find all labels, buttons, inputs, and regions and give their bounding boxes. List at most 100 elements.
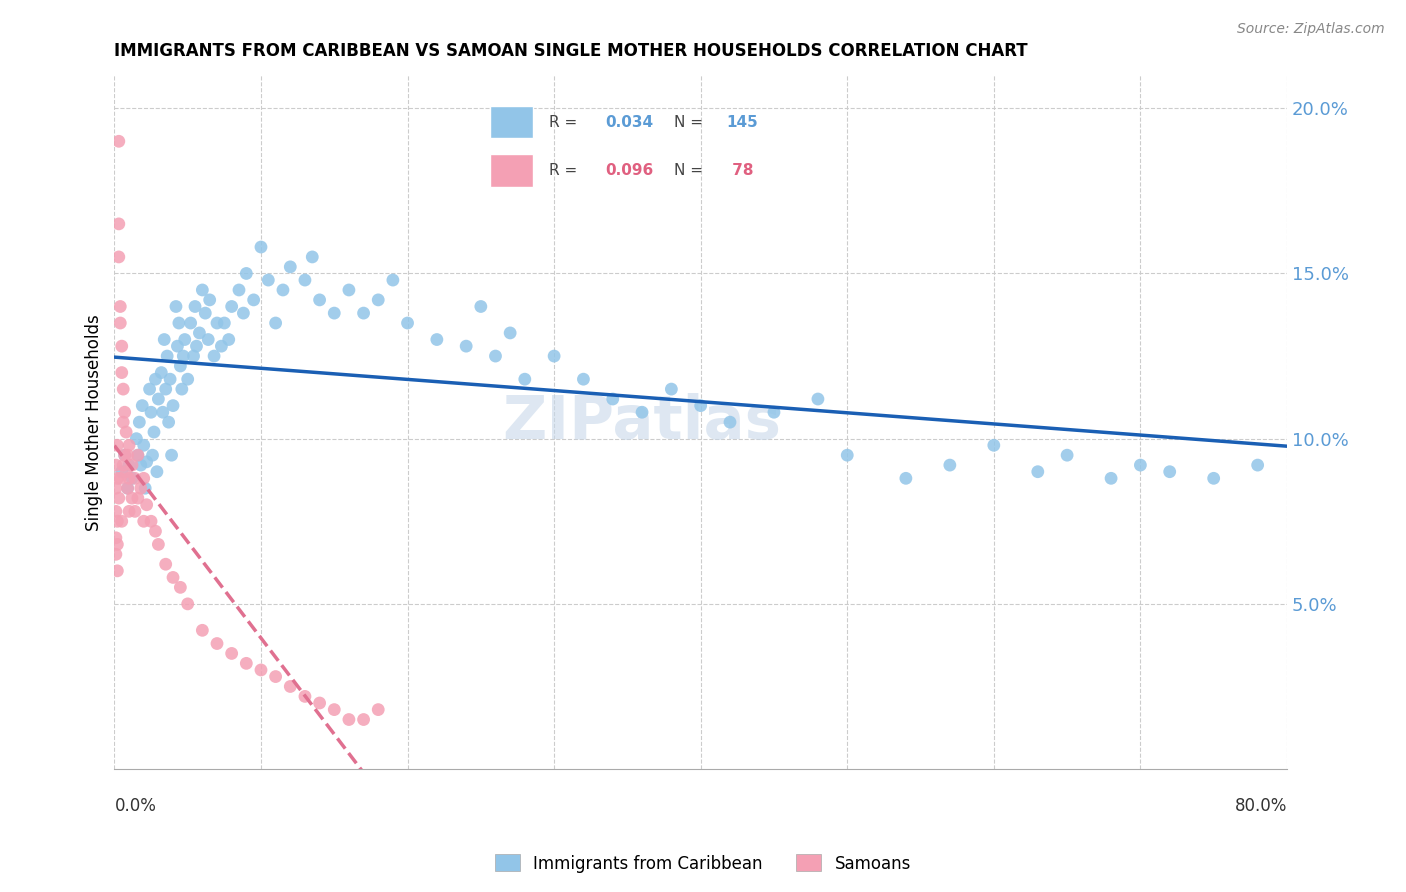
Point <box>132 471 155 485</box>
Text: 80.0%: 80.0% <box>1234 797 1286 814</box>
Point <box>129 481 152 495</box>
Point <box>141 448 163 462</box>
Point <box>513 372 536 386</box>
Point <box>205 316 228 330</box>
Point <box>232 306 254 320</box>
Point <box>294 273 316 287</box>
Point <box>762 405 785 419</box>
Point <box>278 260 301 274</box>
Point <box>129 458 152 472</box>
Point <box>499 326 522 340</box>
Point <box>242 293 264 307</box>
Point <box>165 300 187 314</box>
Point <box>572 372 595 386</box>
Point <box>112 458 135 472</box>
Point <box>426 333 449 347</box>
Point <box>111 366 134 380</box>
Point <box>198 293 221 307</box>
Point <box>170 382 193 396</box>
Point <box>115 425 138 439</box>
Point <box>176 372 198 386</box>
Point <box>228 283 250 297</box>
Point <box>191 283 214 297</box>
Point <box>134 481 156 495</box>
Point <box>111 339 134 353</box>
Point <box>250 240 273 254</box>
Point <box>139 514 162 528</box>
Point <box>118 458 141 472</box>
Point <box>301 250 323 264</box>
Point <box>124 471 146 485</box>
Point <box>983 438 1005 452</box>
Point <box>118 471 141 485</box>
Point <box>110 300 132 314</box>
Point <box>257 273 280 287</box>
Point <box>112 382 135 396</box>
Point <box>152 405 174 419</box>
Point <box>112 415 135 429</box>
Point <box>218 333 240 347</box>
Point <box>353 713 375 727</box>
Text: IMMIGRANTS FROM CARIBBEAN VS SAMOAN SINGLE MOTHER HOUSEHOLDS CORRELATION CHART: IMMIGRANTS FROM CARIBBEAN VS SAMOAN SING… <box>114 42 1028 60</box>
Point <box>337 283 360 297</box>
Point <box>105 514 128 528</box>
Point <box>205 636 228 650</box>
Point <box>602 392 624 406</box>
Point <box>396 316 419 330</box>
Point <box>127 448 149 462</box>
Point <box>180 316 202 330</box>
Point <box>105 438 128 452</box>
Point <box>183 349 205 363</box>
Point <box>353 306 375 320</box>
Point <box>115 465 138 479</box>
Point <box>169 580 191 594</box>
Point <box>221 647 243 661</box>
Point <box>143 425 166 439</box>
Point <box>127 448 149 462</box>
Point <box>323 703 346 717</box>
Point <box>118 438 141 452</box>
Point <box>118 504 141 518</box>
Point <box>105 471 128 485</box>
Point <box>456 339 478 353</box>
Point <box>127 491 149 505</box>
Point <box>111 514 134 528</box>
Point <box>837 448 859 462</box>
Text: Source: ZipAtlas.com: Source: ZipAtlas.com <box>1237 22 1385 37</box>
Point <box>104 531 127 545</box>
Point <box>105 537 128 551</box>
Point <box>209 339 232 353</box>
Point <box>105 564 128 578</box>
Point <box>294 690 316 704</box>
Point <box>367 703 389 717</box>
Point <box>194 306 217 320</box>
Point <box>167 316 190 330</box>
Point <box>1159 465 1181 479</box>
Point <box>381 273 404 287</box>
Point <box>169 359 191 373</box>
Point <box>111 465 134 479</box>
Point <box>110 471 132 485</box>
Point <box>114 448 136 462</box>
Point <box>308 293 330 307</box>
Point <box>191 624 214 638</box>
Point <box>939 458 962 472</box>
Point <box>176 597 198 611</box>
Point <box>162 570 184 584</box>
Point <box>108 250 131 264</box>
Point <box>718 415 741 429</box>
Point <box>689 399 711 413</box>
Point <box>108 491 131 505</box>
Point <box>135 455 157 469</box>
Point <box>173 333 195 347</box>
Point <box>221 300 243 314</box>
Point <box>484 349 506 363</box>
Point <box>121 491 143 505</box>
Point <box>159 372 181 386</box>
Point <box>323 306 346 320</box>
Y-axis label: Single Mother Households: Single Mother Households <box>86 314 103 531</box>
Point <box>124 504 146 518</box>
Point <box>1099 471 1122 485</box>
Point <box>145 524 167 538</box>
Point <box>139 405 162 419</box>
